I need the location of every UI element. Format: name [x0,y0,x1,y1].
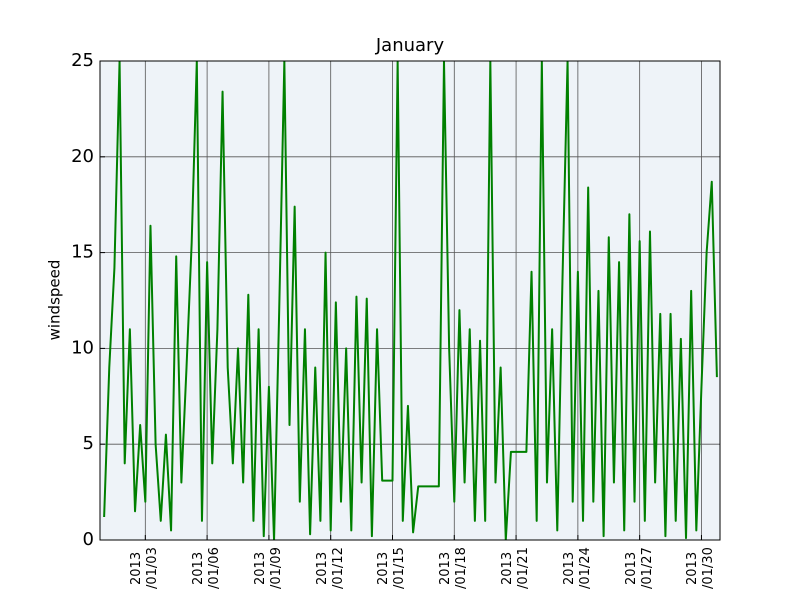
y-tick-label: 10 [71,337,94,358]
y-tick-label: 20 [71,146,94,167]
x-tick-label: 2013 /01/09 [252,547,284,589]
y-tick-label: 0 [83,529,94,550]
x-tick-label: 2013 /01/15 [376,547,408,589]
x-tick-label: 2013 /01/03 [129,547,161,589]
x-tick-label: 2013 /01/18 [438,547,470,589]
y-tick-label: 25 [71,50,94,71]
x-tick-label: 2013 /01/21 [499,547,532,589]
y-tick-label: 15 [71,242,94,263]
x-tick-label: 2013 /01/24 [561,547,593,589]
x-tick-label: 2013 /01/30 [685,547,717,589]
x-tick-label: 2013 /01/06 [190,547,223,589]
chart-title: January [375,35,445,56]
x-tick-label: 2013 /01/27 [623,547,655,589]
y-tick-label: 5 [83,433,94,454]
series-line [103,61,718,540]
y-axis-label: windspeed [46,260,64,341]
plot-frame [99,60,721,541]
x-tick-label: 2013 /01/12 [314,547,346,589]
